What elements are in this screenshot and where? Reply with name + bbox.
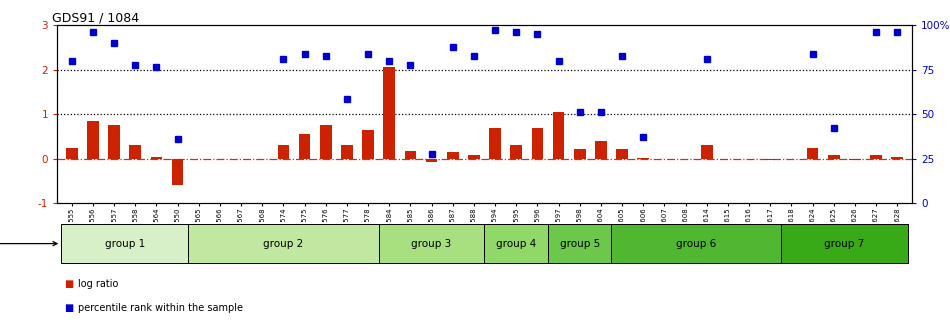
Bar — [320, 125, 332, 159]
Text: GDS91 / 1084: GDS91 / 1084 — [52, 12, 140, 25]
Bar — [617, 149, 628, 159]
Bar — [405, 151, 416, 159]
Bar — [151, 157, 162, 159]
FancyBboxPatch shape — [484, 224, 548, 263]
Text: group 7: group 7 — [825, 239, 864, 249]
Bar — [827, 155, 840, 159]
Text: other: other — [0, 239, 57, 249]
Bar — [489, 128, 501, 159]
Bar — [277, 145, 289, 159]
Text: group 1: group 1 — [104, 239, 144, 249]
FancyBboxPatch shape — [548, 224, 612, 263]
Bar — [891, 157, 903, 159]
Bar — [701, 145, 712, 159]
Bar — [426, 159, 437, 162]
Text: ■: ■ — [65, 303, 74, 313]
Text: log ratio: log ratio — [78, 279, 118, 289]
Bar — [87, 121, 99, 159]
Text: group 3: group 3 — [411, 239, 451, 249]
Bar — [446, 152, 459, 159]
Bar — [362, 130, 374, 159]
Bar — [532, 128, 543, 159]
Bar — [299, 134, 311, 159]
Bar — [341, 144, 352, 159]
Bar — [172, 159, 183, 184]
Text: group 5: group 5 — [560, 239, 599, 249]
Bar — [468, 155, 480, 159]
Bar — [384, 68, 395, 159]
Bar — [108, 125, 120, 159]
Bar — [553, 112, 564, 159]
Bar — [66, 148, 78, 159]
Bar — [595, 141, 607, 159]
Bar — [807, 148, 818, 159]
FancyBboxPatch shape — [781, 224, 908, 263]
Bar — [849, 159, 861, 160]
Bar — [870, 155, 882, 159]
Text: percentile rank within the sample: percentile rank within the sample — [78, 303, 243, 313]
FancyBboxPatch shape — [61, 224, 188, 263]
Bar — [574, 149, 585, 159]
Bar — [637, 158, 649, 159]
Bar — [129, 144, 142, 159]
Text: group 2: group 2 — [263, 239, 304, 249]
FancyBboxPatch shape — [612, 224, 781, 263]
Text: group 6: group 6 — [676, 239, 716, 249]
Bar — [765, 159, 776, 160]
Text: group 4: group 4 — [496, 239, 537, 249]
FancyBboxPatch shape — [379, 224, 484, 263]
Text: ■: ■ — [65, 279, 74, 289]
FancyBboxPatch shape — [188, 224, 379, 263]
Bar — [510, 144, 522, 159]
